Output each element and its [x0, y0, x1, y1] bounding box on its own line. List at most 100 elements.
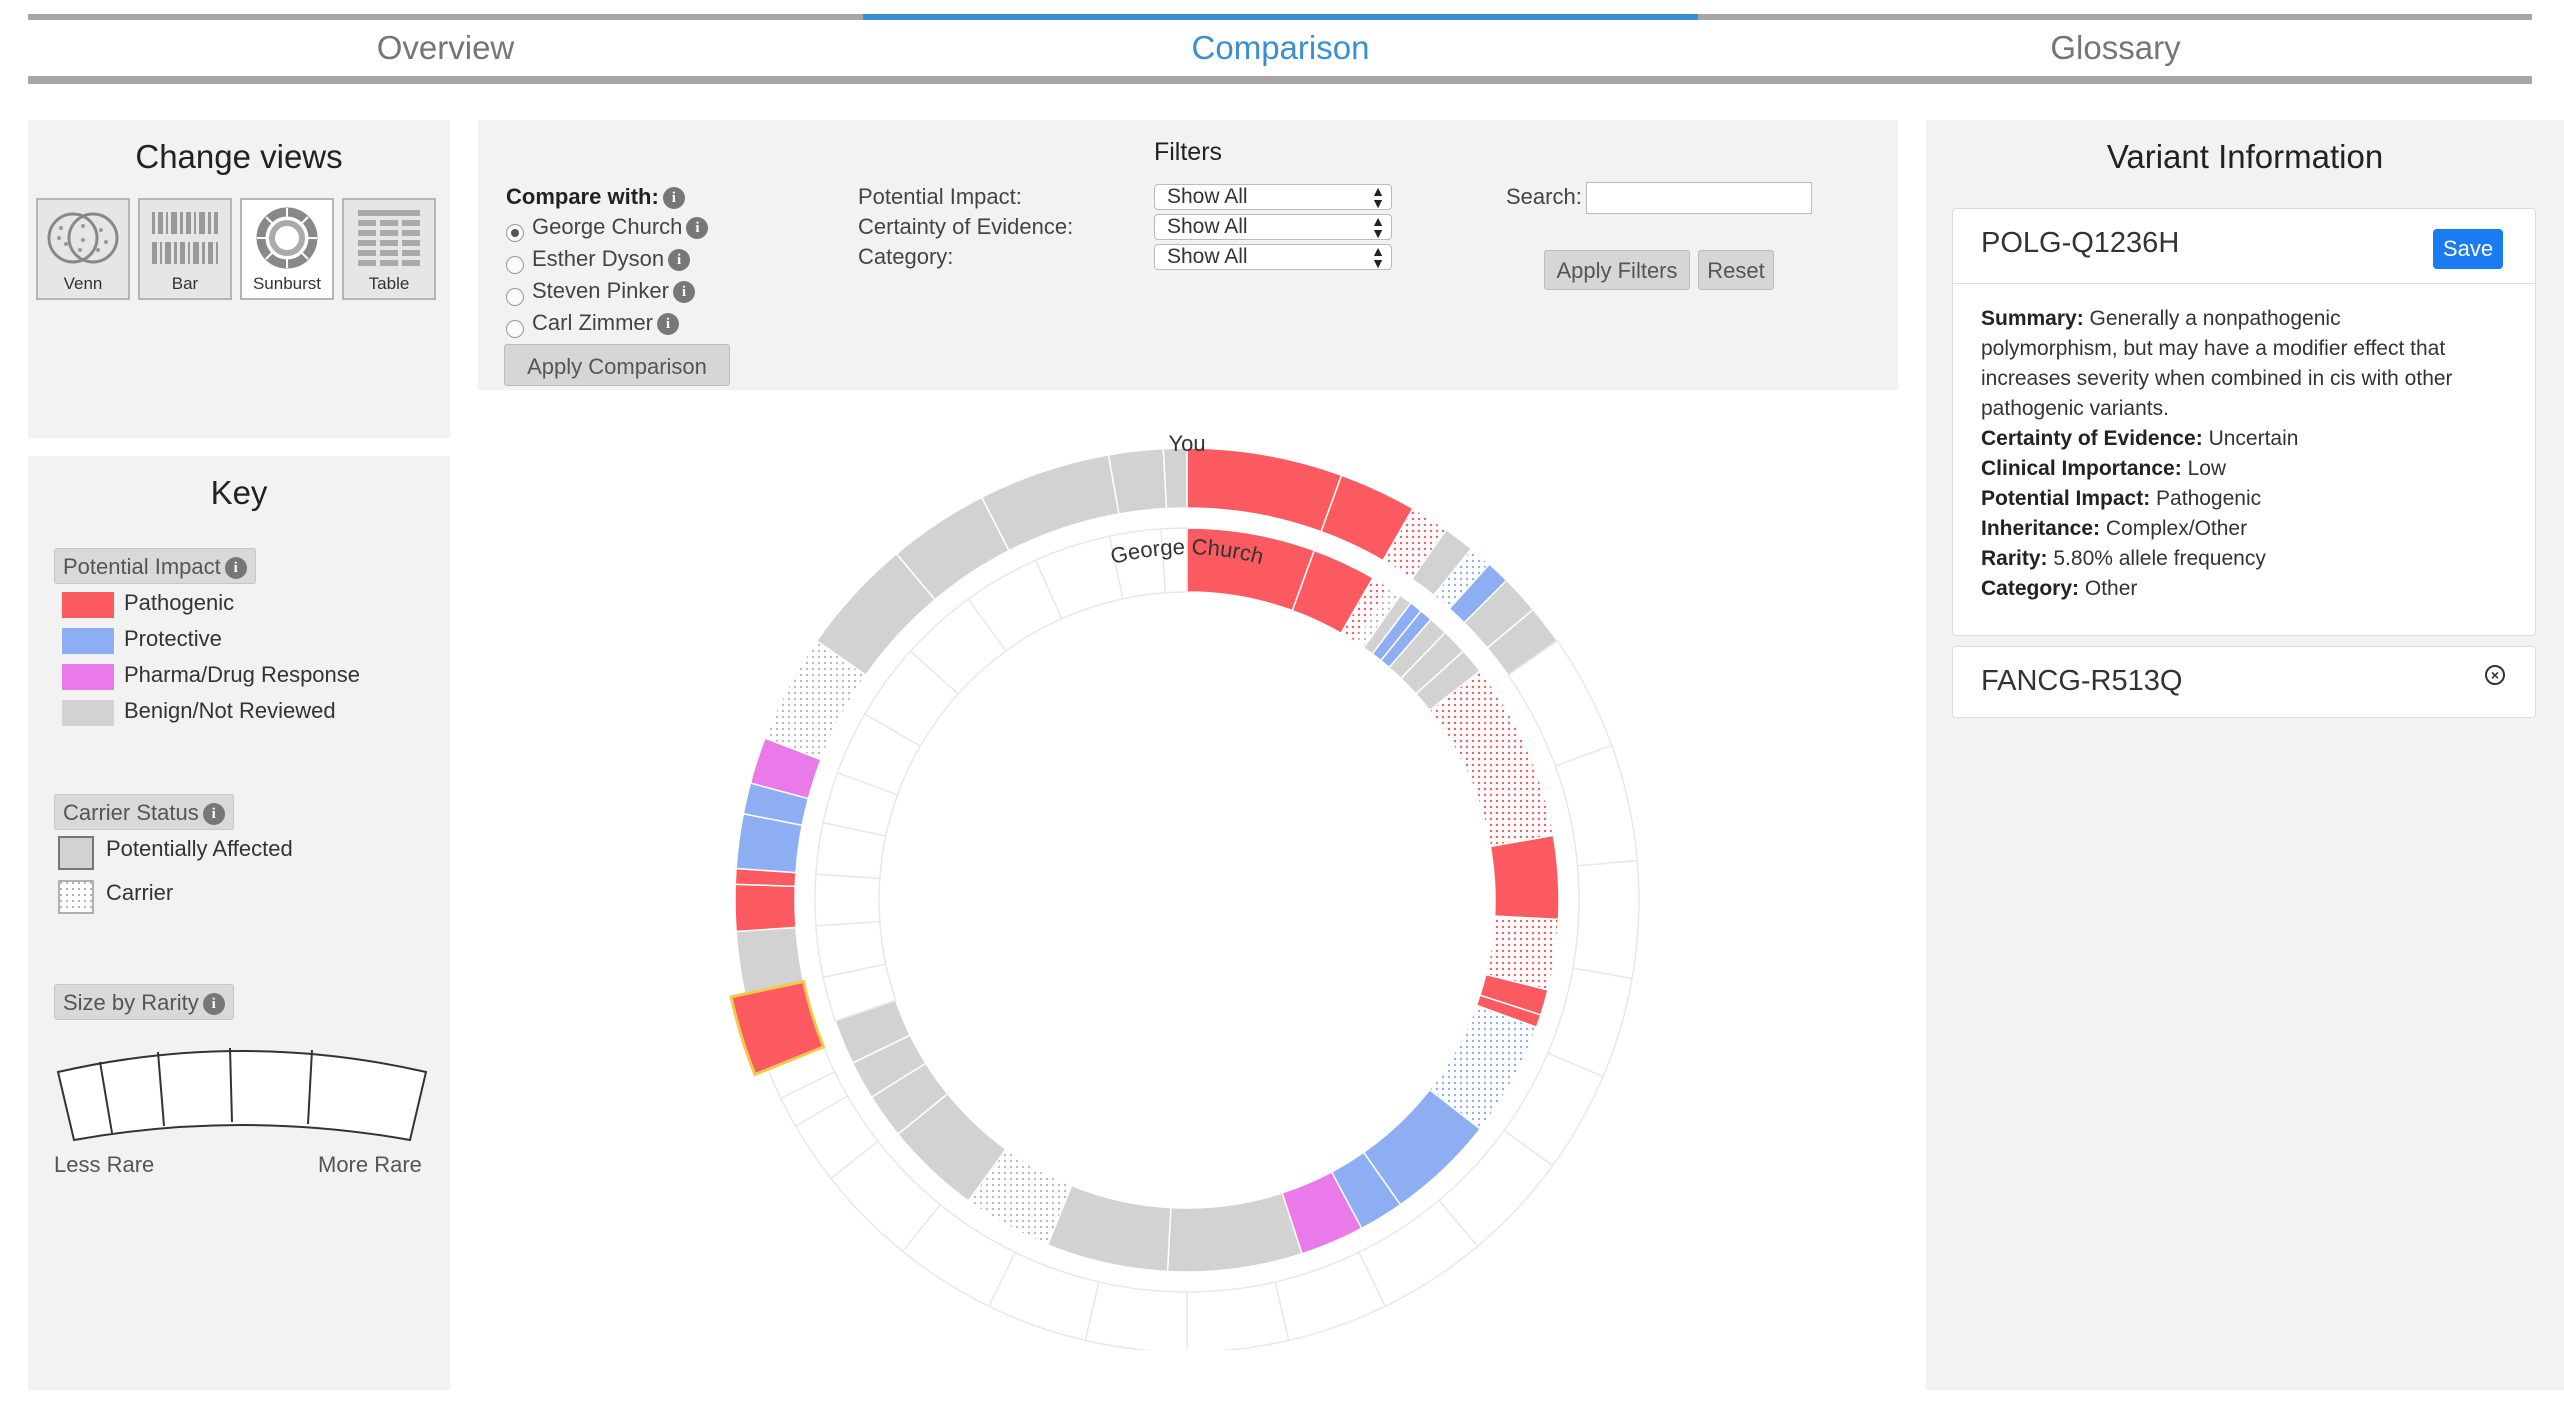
- table-view-button[interactable]: Table: [342, 198, 436, 300]
- outer-ring-segment[interactable]: [1084, 1281, 1188, 1350]
- pharma-label: Pharma/Drug Response: [124, 662, 361, 687]
- outer-ring-segment[interactable]: [1162, 447, 1188, 510]
- inner-ring-segment[interactable]: [814, 873, 881, 927]
- potentially-affected-label: Potentially Affected: [106, 836, 293, 861]
- potential-impact-pill[interactable]: Potential Impact i: [54, 548, 256, 584]
- more-rare-label: More Rare: [318, 1152, 422, 1177]
- inner-ring-segment[interactable]: [1160, 527, 1188, 594]
- radio-carl-zimmer[interactable]: [506, 320, 524, 338]
- change-views-panel: Change views Venn Bar Sunburst: [28, 120, 450, 438]
- venn-icon: [47, 212, 119, 264]
- info-icon[interactable]: i: [224, 557, 247, 580]
- size-by-rarity-pill-label: Size by Rarity: [63, 990, 199, 1015]
- bar-icon: [152, 212, 218, 264]
- detail-value: Low: [2187, 457, 2227, 480]
- protective-swatch: [62, 628, 114, 654]
- info-icon[interactable]: i: [672, 281, 695, 304]
- person-george-church: George Church i: [532, 214, 709, 240]
- selected-segment-highlight: [729, 979, 826, 1077]
- variant-name: POLG-Q1236H: [1981, 227, 2180, 259]
- benign-label: Benign/Not Reviewed: [124, 698, 336, 723]
- change-views-title: Change views: [135, 138, 343, 175]
- key-panel: Key Potential Impact i Pathogenic Protect…: [28, 456, 450, 1390]
- radio-esther-dyson[interactable]: [506, 256, 524, 274]
- inner-ring-comparison: [814, 527, 1560, 1273]
- variant-card-other[interactable]: FANCG-R513Q ×: [1952, 646, 2536, 718]
- detail-key: Category:: [1981, 577, 2080, 600]
- filters-title: Filters: [1153, 138, 1223, 166]
- detail-value: Other: [2084, 577, 2138, 600]
- apply-filters-button[interactable]: Apply Filters: [1544, 250, 1690, 290]
- detail-value: Generally a nonpathogenic: [2089, 307, 2341, 330]
- detail-key: Summary:: [1981, 307, 2084, 330]
- outer-ring-segment[interactable]: [980, 453, 1120, 552]
- potential-impact-filter-label: Potential Impact:: [858, 184, 1022, 209]
- size-by-rarity-pill[interactable]: Size by Rarity i: [54, 984, 234, 1020]
- tab-glossary[interactable]: Glossary: [2050, 29, 2181, 66]
- person-esther-dyson: Esther Dyson i: [532, 246, 691, 272]
- potential-impact-pill-label: Potential Impact: [63, 554, 221, 579]
- inner-ring-segment[interactable]: [1489, 834, 1560, 921]
- outer-ring-segment[interactable]: [1186, 1281, 1290, 1350]
- select-arrows-icon: ▲ ▼: [1371, 243, 1385, 271]
- sunburst-view-label: Sunburst: [252, 274, 322, 293]
- compare-with-label: Compare with: i: [506, 184, 685, 210]
- outer-ring-segment[interactable]: [1107, 447, 1168, 515]
- variant-name: FANCG-R513Q: [1981, 665, 2183, 697]
- info-icon[interactable]: i: [686, 217, 709, 240]
- info-icon[interactable]: i: [668, 249, 691, 272]
- venn-view-label: Venn: [63, 274, 103, 293]
- sunburst-chart: You George Church: [729, 431, 1640, 1350]
- card-divider: [1953, 283, 2535, 284]
- nav-bottom-line: [28, 76, 2532, 84]
- less-rare-label: Less Rare: [54, 1152, 155, 1177]
- reset-button[interactable]: Reset: [1698, 250, 1774, 290]
- info-icon[interactable]: i: [657, 313, 679, 336]
- info-icon[interactable]: i: [202, 803, 225, 826]
- close-icon[interactable]: ×: [2485, 665, 2505, 685]
- bar-view-button[interactable]: Bar: [138, 198, 232, 300]
- certainty-select[interactable]: Show All ▲ ▼: [1154, 214, 1392, 240]
- outer-ring-segment[interactable]: [1572, 859, 1640, 980]
- potential-impact-select[interactable]: Show All ▲ ▼: [1154, 184, 1392, 210]
- detail-key: Clinical Importance:: [1981, 457, 2182, 480]
- carrier-label: Carrier: [106, 880, 174, 905]
- protective-label: Protective: [124, 626, 222, 651]
- table-icon: [358, 210, 420, 266]
- detail-value: polymorphism, but may have a modifier ef…: [1981, 337, 2446, 360]
- tab-comparison[interactable]: Comparison: [863, 14, 1698, 84]
- person-carl-zimmer: Carl Zimmer i: [532, 310, 679, 336]
- category-select[interactable]: Show All ▲ ▼: [1154, 244, 1392, 270]
- detail-value: Pathogenic: [2156, 487, 2262, 510]
- detail-key: Inheritance:: [1981, 517, 2101, 540]
- radio-steven-pinker[interactable]: [506, 288, 524, 306]
- apply-comparison-button[interactable]: Apply Comparison: [504, 344, 730, 386]
- variant-information-title: Variant Information: [2106, 138, 2384, 175]
- filters-panel: Filters Compare with: i George Church i Es…: [478, 120, 1898, 390]
- radio-george-church[interactable]: [506, 224, 524, 242]
- carrier-status-pill[interactable]: Carrier Status i: [54, 794, 234, 830]
- sunburst-view-button[interactable]: Sunburst: [240, 198, 334, 300]
- detail-value: pathogenic variants.: [1981, 397, 2169, 420]
- outer-ring-segment[interactable]: [1186, 447, 1343, 533]
- select-arrows-icon: ▲ ▼: [1371, 213, 1385, 241]
- variant-card-selected[interactable]: POLG-Q1236H Save Summary: Generally a no…: [1952, 208, 2536, 636]
- info-icon[interactable]: i: [662, 187, 685, 210]
- key-title: Key: [210, 474, 268, 511]
- outer-ring-segment[interactable]: [734, 883, 797, 933]
- search-input[interactable]: [1586, 182, 1812, 214]
- tab-overview[interactable]: Overview: [376, 29, 515, 66]
- select-arrows-icon: ▲ ▼: [1371, 183, 1385, 211]
- outer-ring-you: [729, 447, 1640, 1350]
- info-icon[interactable]: i: [202, 993, 225, 1016]
- person-steven-pinker: Steven Pinker i: [532, 278, 695, 304]
- variant-details: Summary: Generally a nonpathogenic polym…: [1981, 307, 2521, 627]
- detail-value: Complex/Other: [2105, 517, 2248, 540]
- benign-swatch: [62, 700, 114, 726]
- venn-view-button[interactable]: Venn: [36, 198, 130, 300]
- pharma-swatch: [62, 664, 114, 690]
- inner-ring-segment[interactable]: [1166, 1191, 1303, 1273]
- top-nav: Overview Comparison Glossary: [28, 14, 2532, 84]
- save-button[interactable]: Save: [2433, 229, 2503, 269]
- outer-ring-segment[interactable]: [1554, 744, 1639, 867]
